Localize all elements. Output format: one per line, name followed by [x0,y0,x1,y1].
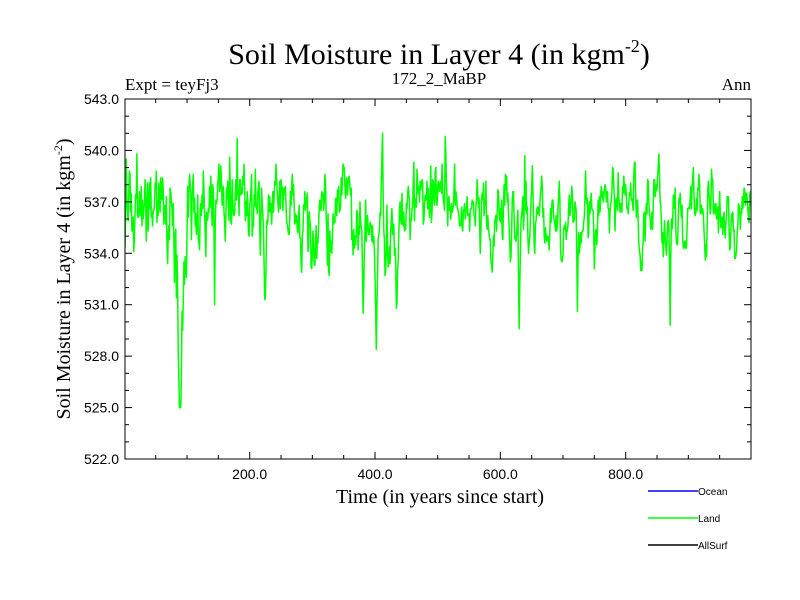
y-tick-label: 543.0 [84,91,119,107]
legend-label-land: Land [698,514,720,525]
x-tick-label: 400.0 [358,466,393,482]
chart-title: Soil Moisture in Layer 4 (in kgm-2) [228,36,650,71]
series-layer [125,132,751,409]
x-tick-label: 800.0 [608,466,643,482]
subtitle-left: Expt = teyFj3 [125,75,219,94]
chart-title-superscript: -2 [625,36,640,56]
series-line-land [125,132,751,409]
x-axis-label: Time (in years since start) [336,486,544,508]
y-axis: 522.0 525.0 528.0 531.0 534.0 537.0 540.0 543.0 [84,91,751,467]
legend-label-allsurf: AllSurf [698,541,728,552]
legend: Ocean Land AllSurf [648,487,728,552]
x-axis: 200.0 400.0 600.0 800.0 [155,99,721,482]
y-axis-label-close: ) [53,138,75,145]
y-tick-label: 534.0 [84,245,119,261]
y-tick-label: 537.0 [84,194,119,210]
x-tick-label: 600.0 [483,466,518,482]
subtitle-center: 172_2_MaBP [392,69,486,88]
chart-title-text: Soil Moisture in Layer 4 (in kgm [228,38,625,71]
y-tick-label: 531.0 [84,297,119,313]
y-axis-label-superscript: -2 [51,145,65,155]
x-tick-label: 200.0 [232,466,267,482]
legend-label-ocean: Ocean [698,487,727,498]
y-tick-label: 522.0 [84,451,119,467]
y-tick-label: 528.0 [84,348,119,364]
chart-title-close: ) [640,38,650,71]
y-axis-label-text: Soil Moisture in Layer 4 (in kgm [53,155,75,420]
y-tick-label: 540.0 [84,142,119,158]
y-tick-label: 525.0 [84,400,119,416]
y-axis-label: Soil Moisture in Layer 4 (in kgm-2) [51,138,75,419]
subtitle-right: Ann [722,75,752,94]
